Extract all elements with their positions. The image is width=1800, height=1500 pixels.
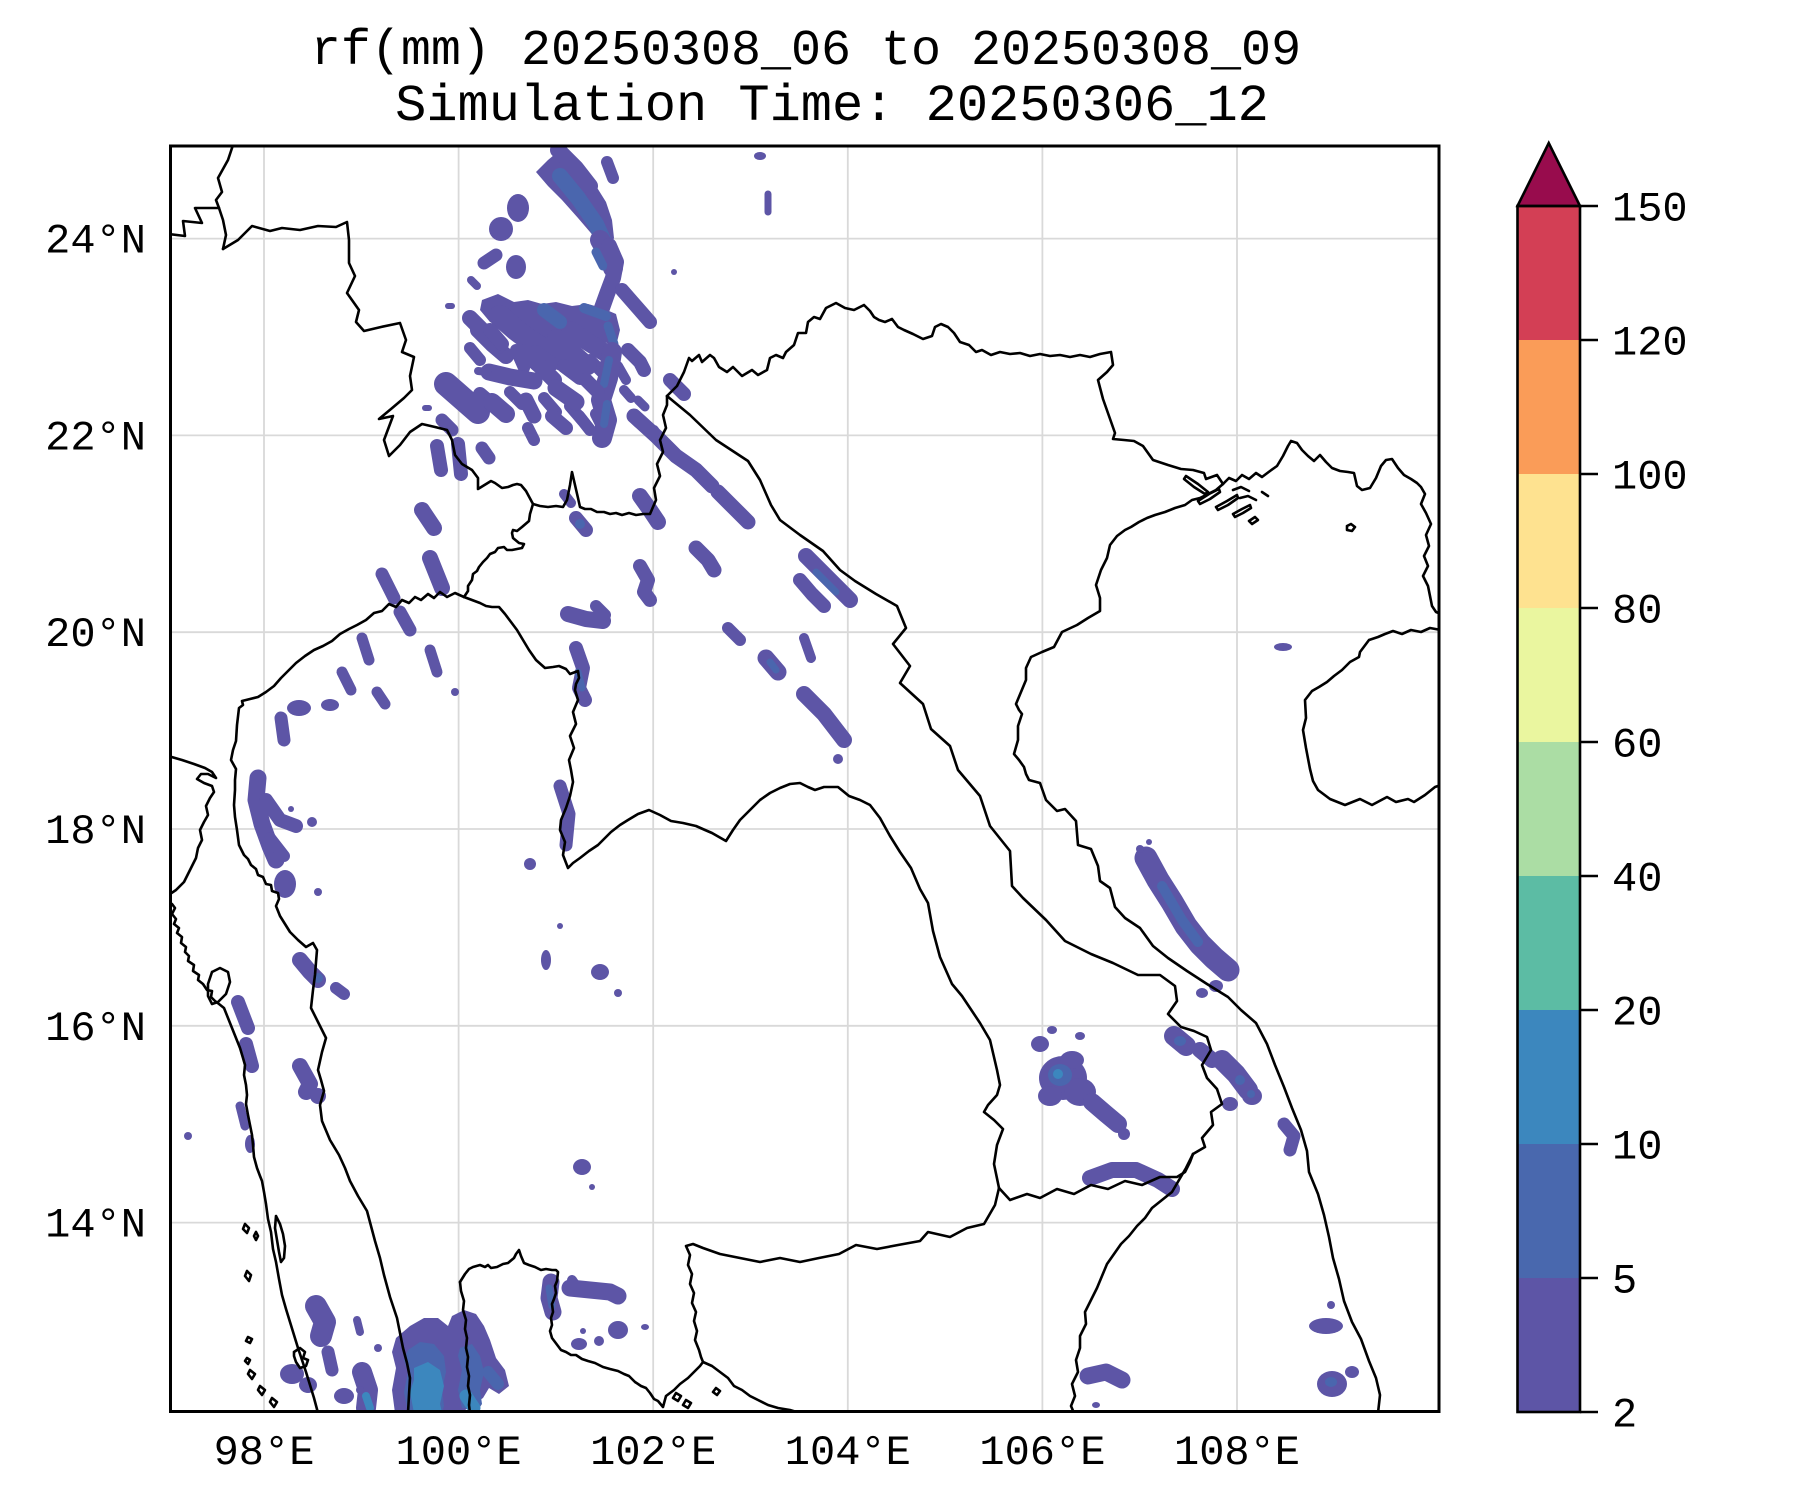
svg-text:16°N: 16°N (45, 1005, 146, 1053)
svg-text:120: 120 (1612, 320, 1688, 368)
svg-text:2: 2 (1612, 1392, 1637, 1440)
svg-text:100°E: 100°E (396, 1429, 522, 1477)
svg-text:150: 150 (1612, 186, 1688, 234)
svg-text:22°N: 22°N (45, 414, 146, 462)
svg-text:98°E: 98°E (214, 1429, 315, 1477)
svg-text:18°N: 18°N (45, 808, 146, 856)
svg-text:24°N: 24°N (45, 218, 146, 266)
svg-text:5: 5 (1612, 1258, 1637, 1306)
svg-text:20°N: 20°N (45, 611, 146, 659)
svg-text:rf(mm) 20250308_06 to 20250308: rf(mm) 20250308_06 to 20250308_09 (311, 23, 1301, 80)
svg-text:20: 20 (1612, 990, 1662, 1038)
svg-text:104°E: 104°E (785, 1429, 911, 1477)
svg-text:102°E: 102°E (590, 1429, 716, 1477)
svg-text:80: 80 (1612, 588, 1662, 636)
svg-text:14°N: 14°N (45, 1202, 146, 1250)
svg-text:40: 40 (1612, 856, 1662, 904)
svg-text:Simulation Time: 20250306_12: Simulation Time: 20250306_12 (395, 77, 1269, 136)
svg-text:100: 100 (1612, 454, 1688, 502)
svg-text:106°E: 106°E (979, 1429, 1105, 1477)
svg-text:60: 60 (1612, 722, 1662, 770)
svg-text:10: 10 (1612, 1124, 1662, 1172)
svg-text:108°E: 108°E (1174, 1429, 1300, 1477)
